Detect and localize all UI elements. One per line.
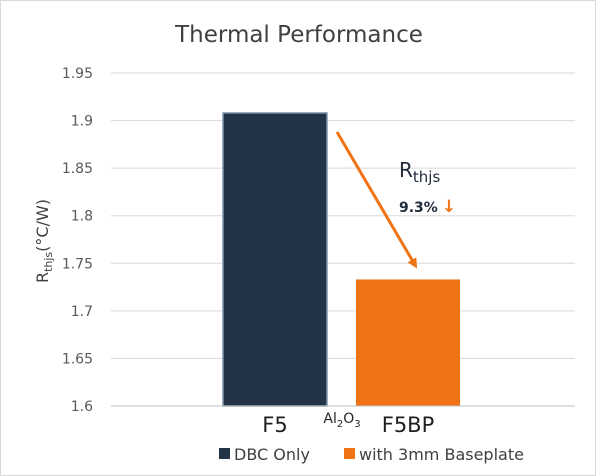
legend-swatch-baseplate (344, 448, 355, 459)
y-tick-label: 1.6 (71, 399, 93, 415)
bar-group-label-sub2: 3 (354, 419, 360, 430)
y-tick-label: 1.85 (62, 161, 93, 177)
annotation-main: R (399, 158, 413, 182)
legend-label-baseplate: with 3mm Baseplate (359, 445, 524, 464)
y-axis-label-main: R (33, 272, 52, 283)
y-tick-label: 1.7 (71, 304, 93, 320)
annotation-rthjs: Rthjs (399, 158, 440, 186)
annotation-sub: thjs (413, 168, 441, 186)
y-tick-label: 1.9 (71, 114, 93, 130)
reduction-arrow (335, 131, 418, 269)
x-category-labels: F5 F5BP (262, 413, 434, 437)
reduction-value: 9.3% (399, 200, 438, 216)
legend-label-dbc-only: DBC Only (234, 445, 310, 464)
bar-f5bp (356, 279, 460, 406)
y-tick-label: 1.75 (62, 256, 93, 272)
bar-f5 (222, 112, 328, 407)
bar-group-label-sub1: 2 (337, 419, 343, 430)
legend-swatch-dbc-only (219, 448, 230, 459)
bar-group-label: Al2O3 (323, 411, 360, 430)
x-category-label-f5: F5 (262, 413, 287, 437)
gridlines (111, 72, 575, 359)
down-arrow-icon: ↓ (442, 197, 456, 217)
y-axis-label-unit: (°C/W) (33, 199, 52, 252)
legend: DBC Only with 3mm Baseplate (219, 445, 524, 464)
y-axis-label-sub: thjs (42, 252, 55, 272)
annotation-reduction: 9.3% ↓ (399, 197, 456, 217)
y-axis-label: Rthjs(°C/W) (33, 199, 55, 283)
y-tick-label: 1.65 (62, 351, 93, 367)
y-tick-labels: 1.6 1.65 1.7 1.75 1.8 1.85 1.9 1.95 (62, 66, 93, 415)
bar-group-label-al: Al (323, 411, 336, 427)
chart-title: Thermal Performance (174, 22, 423, 48)
y-tick-label: 1.8 (71, 209, 93, 225)
y-tick-label: 1.95 (62, 66, 93, 82)
bar-group-label-o: O (343, 411, 354, 427)
x-category-label-f5bp: F5BP (382, 413, 435, 437)
bars (222, 112, 460, 407)
